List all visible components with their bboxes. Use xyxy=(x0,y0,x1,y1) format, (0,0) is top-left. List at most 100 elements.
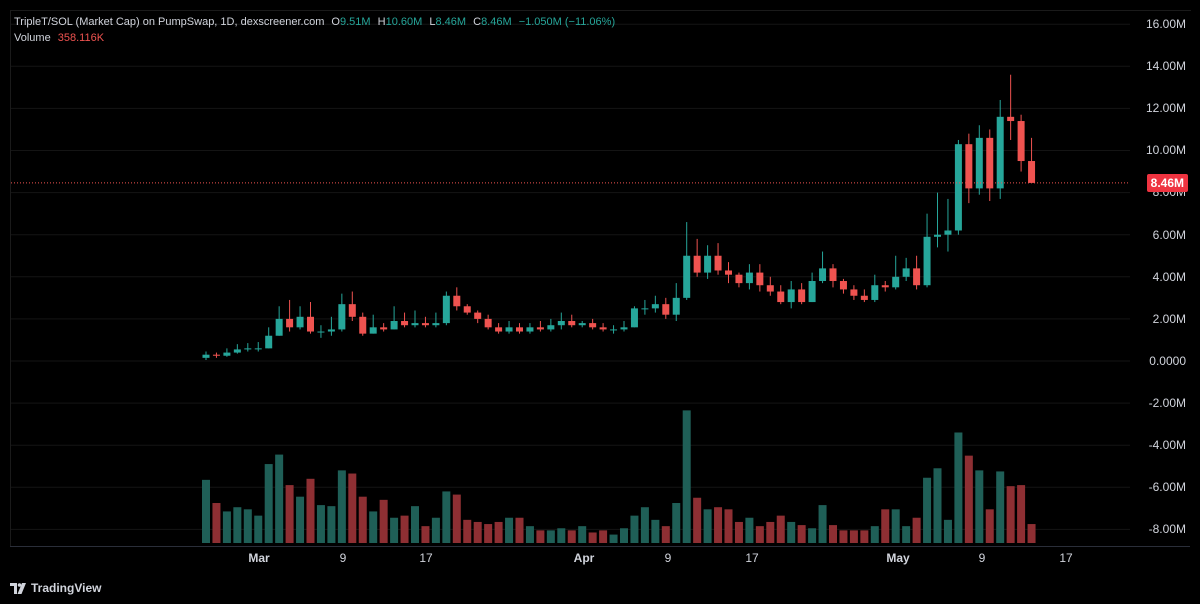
candle-body xyxy=(348,304,356,317)
candle-body xyxy=(787,289,795,303)
candle-body xyxy=(327,329,335,332)
y-axis-label: 0.0000 xyxy=(1149,354,1186,368)
volume-bar xyxy=(337,470,346,543)
y-axis-label: 2.00M xyxy=(1152,312,1186,326)
candle-body xyxy=(390,321,398,330)
y-axis-label: -6.00M xyxy=(1148,480,1186,494)
volume-bar xyxy=(755,526,764,543)
volume-bar xyxy=(1027,524,1036,543)
candle-body xyxy=(526,327,534,332)
candle-body xyxy=(735,274,743,284)
volume-bar xyxy=(369,511,378,543)
volume-bar xyxy=(515,517,524,543)
candle-body xyxy=(839,281,847,290)
volume-bar xyxy=(494,521,503,543)
volume-bar xyxy=(933,468,942,543)
volume-bar xyxy=(651,519,660,543)
y-axis-label: 6.00M xyxy=(1152,228,1186,242)
candle-body xyxy=(275,318,283,336)
candle-body xyxy=(380,327,388,330)
candle-body xyxy=(850,289,858,296)
tradingview-logo[interactable]: TradingView xyxy=(10,581,101,595)
volume-bar xyxy=(505,517,514,543)
volume-bar xyxy=(985,509,994,543)
volume-bar xyxy=(567,530,576,543)
candle-body xyxy=(756,272,764,286)
candle-body xyxy=(892,276,900,288)
candle-body xyxy=(630,308,638,328)
candle-body xyxy=(672,297,680,315)
candle-body xyxy=(547,325,555,330)
candle-body xyxy=(641,308,649,310)
volume-bar xyxy=(463,519,472,543)
close-value: 8.46M xyxy=(481,16,512,28)
candle-body xyxy=(871,285,879,300)
volume-bar xyxy=(296,496,305,543)
candle-body xyxy=(463,306,471,313)
volume-bar xyxy=(693,497,702,543)
x-axis-label: 9 xyxy=(339,551,347,565)
volume-bar xyxy=(327,506,336,543)
volume-bar xyxy=(578,526,587,543)
candle-body xyxy=(965,144,973,189)
volume-bar xyxy=(964,455,973,543)
candle-body xyxy=(254,348,262,350)
candle-body xyxy=(568,321,576,326)
candle-body xyxy=(317,331,325,333)
volume-bar xyxy=(682,410,691,543)
volume-bar xyxy=(525,526,534,543)
volume-bar xyxy=(849,530,858,543)
candle-body xyxy=(954,144,962,231)
volume-bar xyxy=(881,509,890,543)
symbol-title[interactable]: TripleT/SOL (Market Cap) on PumpSwap, 1D… xyxy=(14,16,325,28)
candle-body xyxy=(1017,121,1025,162)
high-key: H xyxy=(377,16,386,28)
candle-body xyxy=(902,268,910,277)
volume-bar xyxy=(943,519,952,543)
tradingview-label: TradingView xyxy=(31,581,102,595)
candle-body xyxy=(662,304,670,315)
candle-body xyxy=(766,285,774,292)
volume-bar xyxy=(766,521,775,543)
candle-body xyxy=(453,295,461,307)
volume-bar xyxy=(870,526,879,543)
volume-bar xyxy=(776,515,785,543)
volume-bar xyxy=(787,521,796,543)
y-axis-label: 12.00M xyxy=(1145,101,1186,115)
volume-bar xyxy=(1006,486,1015,543)
volume-bar xyxy=(212,503,221,543)
volume-bar xyxy=(640,507,649,543)
volume-bar xyxy=(599,530,608,543)
candle-body xyxy=(338,304,346,330)
volume-bar xyxy=(954,432,963,543)
candle-body xyxy=(589,323,597,328)
candle-body xyxy=(495,327,503,332)
candle-body xyxy=(484,318,492,328)
tradingview-icon xyxy=(10,582,26,594)
volume-bar xyxy=(620,528,628,543)
volume-bar xyxy=(923,477,932,543)
x-axis-label: 9 xyxy=(978,551,986,565)
candle-body xyxy=(578,323,586,326)
change-value: −1.050M (−11.06%) xyxy=(518,16,616,28)
y-axis-label: 10.00M xyxy=(1145,143,1186,157)
candle-body xyxy=(223,352,231,356)
volume-bar xyxy=(431,517,440,543)
candle-body xyxy=(505,327,513,332)
candle-body xyxy=(975,137,983,189)
volume-bar xyxy=(661,526,670,543)
volume-label[interactable]: Volume xyxy=(14,32,51,44)
volume-bar xyxy=(609,534,618,543)
volume-bar xyxy=(233,507,242,543)
volume-bar xyxy=(411,506,419,543)
x-axis-label-apr: Apr xyxy=(573,551,595,565)
volume-bar xyxy=(442,491,451,543)
volume-bar xyxy=(912,517,921,543)
candle-body xyxy=(704,255,712,273)
candle-body xyxy=(860,295,868,300)
candle-body xyxy=(725,270,732,275)
candle-body xyxy=(432,323,440,326)
candle-body xyxy=(516,327,523,332)
candle-body xyxy=(536,327,544,330)
